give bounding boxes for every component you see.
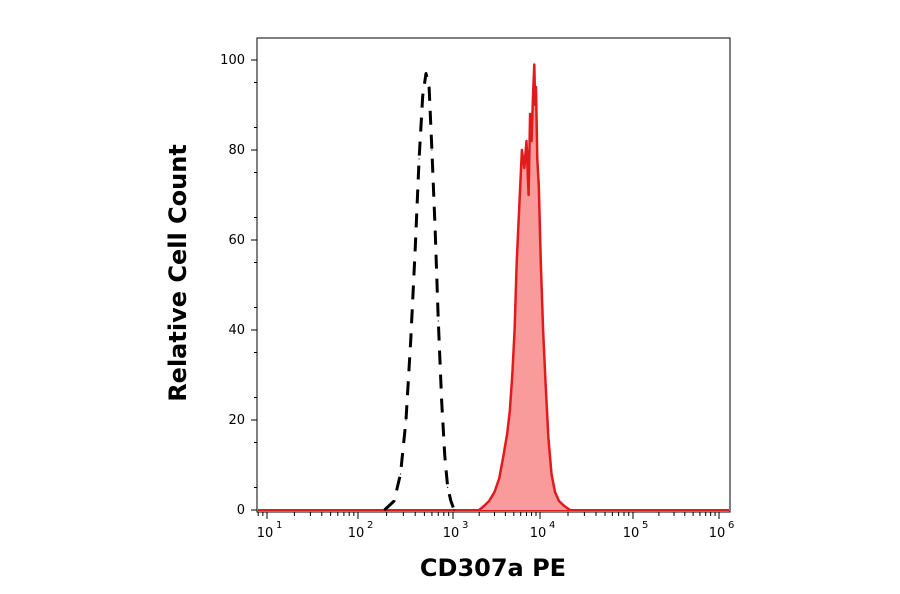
series-area-fill	[479, 64, 570, 510]
series-point	[493, 491, 496, 493]
series-point	[441, 401, 443, 403]
y-tick-label: 40	[228, 323, 245, 338]
series-point	[428, 86, 430, 88]
series-point	[534, 104, 536, 106]
x-tick-label: 10	[623, 526, 640, 541]
x-tick-label: 10	[443, 526, 460, 541]
series-point	[569, 509, 571, 511]
y-axis: 0 20 40 60 80 100	[220, 38, 258, 518]
series-point	[509, 410, 511, 412]
series-point	[506, 432, 508, 435]
series-point	[483, 504, 486, 507]
series-point	[434, 230, 436, 232]
x-tick-label: 10	[709, 526, 726, 541]
series-point	[547, 437, 550, 439]
x-tick-exponent: 1	[276, 520, 282, 531]
series-point	[414, 248, 416, 250]
x-tick-label: 10	[348, 526, 365, 541]
series-point	[478, 509, 480, 511]
series-point	[528, 194, 530, 196]
series-point	[529, 113, 531, 115]
y-tick-label: 60	[228, 233, 245, 248]
series-point	[393, 500, 395, 502]
series-point	[422, 95, 424, 97]
series-point	[531, 140, 533, 142]
x-tick-exponent: 4	[549, 520, 555, 531]
series-point	[514, 329, 516, 331]
series-point	[523, 167, 525, 169]
series-point	[453, 509, 455, 511]
x-tick-exponent: 2	[367, 520, 373, 531]
series-point	[518, 203, 521, 205]
series-point	[516, 261, 518, 264]
series-point	[536, 158, 538, 160]
series-point	[399, 473, 402, 475]
series-point	[550, 473, 553, 475]
series-point	[437, 320, 439, 322]
series-point	[488, 500, 490, 502]
series-point	[425, 72, 427, 75]
x-tick-exponent: 5	[642, 520, 648, 531]
x-axis-title: CD307a PE	[420, 554, 566, 582]
y-tick-label: 100	[220, 53, 245, 68]
series-point	[532, 95, 534, 97]
plot-frame	[256, 37, 731, 513]
x-tick-label: 10	[530, 526, 547, 541]
series-point	[418, 158, 420, 160]
series-point	[525, 140, 528, 142]
y-tick-label: 80	[228, 143, 245, 158]
series-point	[535, 86, 537, 88]
series-point	[444, 455, 446, 457]
x-tick-label: 10	[257, 526, 274, 541]
series-point	[447, 486, 449, 489]
x-tick-exponent: 3	[462, 520, 468, 531]
series-point	[450, 500, 452, 502]
series-point	[511, 374, 513, 376]
series-point	[554, 491, 556, 493]
series-point	[521, 149, 523, 151]
series-dashed-line	[383, 72, 456, 512]
series-point	[383, 509, 386, 511]
series-point	[538, 185, 540, 187]
plot-area	[258, 63, 729, 512]
series-point	[498, 477, 500, 480]
series-point	[502, 455, 504, 457]
series-point	[533, 63, 535, 66]
y-tick-label: 0	[237, 503, 245, 518]
series-point	[405, 419, 407, 421]
series-point	[563, 504, 565, 507]
y-tick-label: 20	[228, 413, 245, 428]
series-point	[545, 383, 547, 385]
series-point	[540, 261, 542, 264]
series-point	[542, 329, 544, 331]
x-tick-exponent: 6	[728, 520, 734, 531]
series-point	[431, 149, 433, 151]
series-point	[410, 338, 412, 340]
series-point	[558, 500, 560, 502]
y-axis-title: Relative Cell Count	[164, 144, 192, 402]
